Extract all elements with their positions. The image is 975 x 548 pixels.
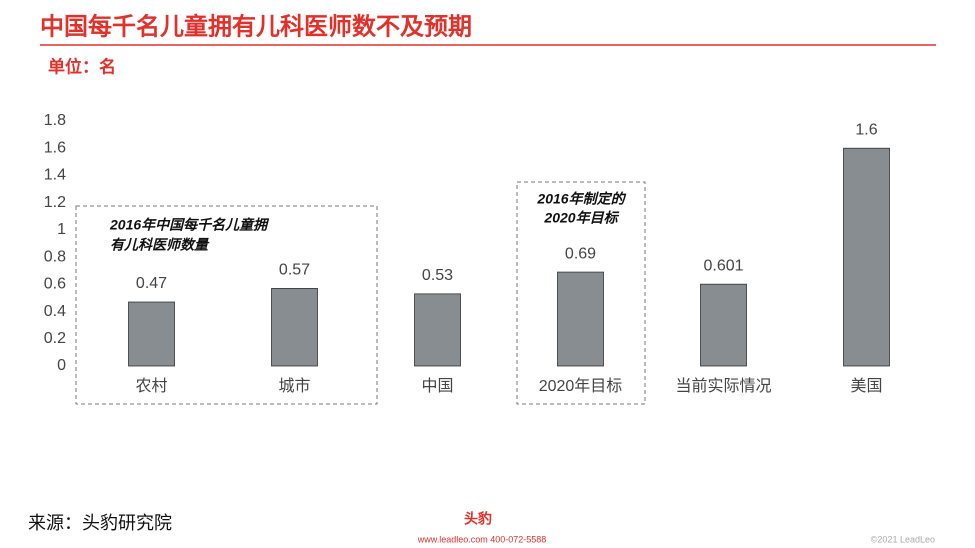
annotation-box <box>516 181 646 405</box>
y-tick-label: 0.2 <box>44 330 66 347</box>
x-tick-label: 美国 <box>850 377 882 395</box>
value-label: 0.601 <box>703 257 743 274</box>
bar <box>414 293 461 367</box>
y-tick-label: 1 <box>57 221 66 238</box>
x-tick-label: 2020年目标 <box>539 377 623 395</box>
source: 来源：头豹研究院 <box>28 513 172 533</box>
value-label: 0.57 <box>279 262 310 279</box>
x-tick-label: 当前实际情况 <box>675 377 771 395</box>
chart-title: 中国每千名儿童拥有儿科医师数不及预期 <box>40 12 472 40</box>
y-tick-label: 1.6 <box>44 139 66 156</box>
bar <box>557 271 604 367</box>
value-label: 1.6 <box>855 121 877 138</box>
y-tick-label: 1.2 <box>44 194 66 211</box>
annotation: 有儿科医师数量 <box>110 237 210 253</box>
y-tick-label: 0.4 <box>44 303 66 320</box>
y-tick-label: 0.8 <box>44 248 66 265</box>
bar <box>700 283 747 367</box>
value-label: 0.47 <box>136 275 167 292</box>
bar <box>128 301 175 367</box>
value-label: 0.53 <box>422 267 453 284</box>
x-tick-label: 农村 <box>135 377 167 395</box>
x-tick-label: 城市 <box>278 377 310 395</box>
copyright: ©2021 LeadLeo <box>871 534 935 544</box>
y-tick-label: 0.6 <box>44 276 66 293</box>
y-tick-label: 1.8 <box>44 112 66 129</box>
y-tick-label: 1.4 <box>44 167 66 184</box>
annotation: 2016年制定的 <box>536 191 626 207</box>
y-tick-label: 0 <box>57 357 66 374</box>
annotation: 2016年中国每千名儿童拥 <box>109 217 270 233</box>
value-label: 0.69 <box>565 245 596 262</box>
contact: www.leadleo.com 400-072-5588 <box>417 534 547 544</box>
annotation-box <box>75 205 378 405</box>
annotation: 2020年目标 <box>543 210 619 226</box>
x-tick-label: 中国 <box>421 377 453 395</box>
bar <box>271 288 318 367</box>
unit-label: 单位：名 <box>48 56 116 76</box>
bar <box>843 147 890 367</box>
logo: 头豹 <box>464 511 492 527</box>
